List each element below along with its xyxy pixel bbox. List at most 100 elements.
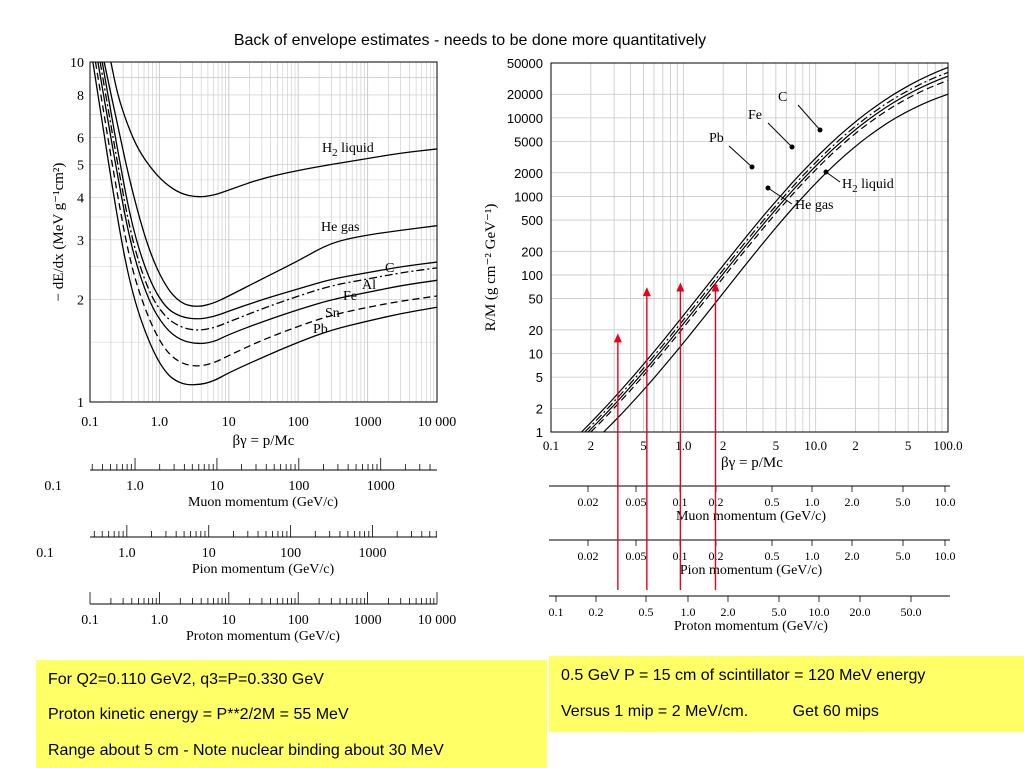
series-pointer-head — [817, 127, 823, 133]
series-line-c — [587, 75, 949, 433]
x-tick-label: 100 — [288, 415, 309, 430]
y-tick-label: 5 — [536, 370, 543, 385]
series-label-fe: Fe — [343, 289, 357, 304]
series-pointer — [767, 122, 793, 148]
momentum-tick-label: 100 — [288, 613, 309, 628]
series-label-pb: Pb — [709, 131, 724, 146]
series-line-he-gas — [590, 79, 949, 433]
momentum-axis-title: Muon momentum (GeV/c) — [676, 509, 826, 524]
momentum-tick-label: 1000 — [359, 546, 387, 561]
y-tick-label: 1 — [77, 396, 84, 411]
y-tick-label: 5 — [77, 158, 84, 173]
momentum-tick-label: 1.0 — [151, 613, 169, 628]
y-tick-label: 50 — [529, 292, 543, 307]
momentum-tick-label: 5.0 — [896, 549, 911, 563]
y-tick-label: 100 — [521, 268, 543, 283]
momentum-tick-label: 5.0 — [772, 605, 787, 619]
y-tick-label: 200 — [521, 244, 543, 259]
series-line-h2-liquid — [110, 61, 438, 198]
momentum-tick-label: 0.5 — [639, 605, 654, 619]
momentum-tick-label: 100 — [288, 479, 309, 494]
momentum-tick-label: 100 — [280, 546, 301, 561]
x-tick-label: 10.0 — [804, 438, 827, 453]
x-tick-label: 1.0 — [675, 438, 691, 453]
momentum-axis-title: Pion momentum (GeV/c) — [192, 562, 335, 577]
momentum-tick-label: 50.0 — [901, 605, 922, 619]
marker-arrow-head — [711, 282, 720, 292]
momentum-tick-label: 0.05 — [626, 549, 647, 563]
momentum-tick-label: 10.0 — [809, 605, 830, 619]
x-tick-label: 1.0 — [151, 415, 169, 430]
series-line-fe — [97, 61, 438, 345]
y-tick-label: 5000 — [514, 135, 543, 150]
momentum-axis-title: Pion momentum (GeV/c) — [680, 563, 823, 578]
series-label-h2-liquid: H2 liquid — [322, 141, 374, 159]
momentum-tick-label: 0.1 — [44, 479, 62, 494]
series-label-sn: Sn — [325, 306, 340, 321]
note-left: For Q2=0.110 GeV2, q3=P=0.330 GeV Proton… — [36, 660, 547, 768]
momentum-tick-label: 20.0 — [850, 605, 871, 619]
momentum-tick-label: 10 — [210, 479, 224, 494]
series-pointer-head — [749, 164, 755, 170]
series-label-c: C — [778, 90, 787, 105]
y-axis-title: R/M (g cm⁻² GeV⁻¹) — [483, 204, 499, 332]
x-tick-label: 100.0 — [933, 438, 962, 453]
series-pointer — [728, 145, 753, 168]
series-label-he-gas: He gas — [795, 198, 834, 213]
marker-arrow-head — [642, 287, 651, 297]
y-tick-label: 500 — [521, 213, 543, 228]
x-axis-title: βγ = p/Mc — [721, 455, 783, 471]
x-tick-label: 1000 — [354, 415, 382, 430]
series-pointer-head — [789, 144, 795, 150]
x-tick-label: 5 — [640, 438, 647, 453]
x-tick-label: 10 000 — [418, 415, 457, 430]
momentum-tick-label: 10 000 — [418, 613, 457, 628]
x-tick-label: 2 — [588, 438, 595, 453]
y-tick-label: 10 — [529, 346, 543, 361]
momentum-tick-label: 2.0 — [721, 605, 736, 619]
series-line-he-gas — [103, 61, 438, 307]
note-left-line-2: Proton kinetic energy = P**2/2M = 55 MeV — [48, 706, 349, 723]
momentum-tick-label: 1.0 — [126, 479, 144, 494]
series-line-fe — [584, 71, 949, 433]
y-tick-label: 2 — [536, 401, 543, 416]
y-tick-label: 50000 — [507, 56, 543, 71]
x-tick-label: 5 — [905, 438, 912, 453]
momentum-tick-label: 5.0 — [896, 495, 911, 509]
momentum-tick-label: 10.0 — [935, 495, 956, 509]
series-label-he-gas: He gas — [321, 220, 360, 235]
momentum-tick-label: 0.5 — [765, 495, 780, 509]
series-label-c: C — [385, 261, 394, 276]
note-left-line-1: For Q2=0.110 GeV2, q3=P=0.330 GeV — [48, 671, 324, 688]
momentum-axis-title: Proton momentum (GeV/c) — [674, 619, 828, 634]
momentum-tick-label: 0.1 — [549, 605, 564, 619]
y-tick-label: 2000 — [514, 166, 543, 181]
y-tick-label: 10 — [70, 56, 84, 71]
y-tick-label: 1 — [536, 425, 543, 440]
y-axis-title: − dE/dx (MeV g⁻¹cm²) — [51, 163, 67, 302]
series-label-pb: Pb — [313, 322, 328, 337]
y-tick-label: 2 — [77, 294, 84, 309]
series-label-h2-liquid: H2 liquid — [842, 177, 894, 195]
momentum-tick-label: 0.05 — [626, 495, 647, 509]
x-axis-title: βγ = p/Mc — [233, 433, 295, 449]
momentum-tick-label: 0.1 — [36, 546, 54, 561]
series-pointer — [825, 171, 841, 183]
momentum-axis-title: Muon momentum (GeV/c) — [188, 495, 338, 510]
series-line-pb — [92, 61, 438, 386]
dedx-chart: 1 2 3 4 5 6 8 10 0.1 1.0 10 100 1000 10 000 βγ = p/Mc −… — [36, 56, 457, 644]
momentum-tick-label: 1.0 — [118, 546, 136, 561]
momentum-tick-label: 0.02 — [578, 549, 599, 563]
x-tick-label: 0.1 — [81, 415, 99, 430]
plot-frame — [89, 61, 438, 403]
series-pointer — [797, 104, 821, 131]
momentum-tick-label: 1000 — [354, 613, 382, 628]
momentum-tick-label: 2.0 — [845, 495, 860, 509]
momentum-tick-label: 1.0 — [681, 605, 696, 619]
marker-arrow-head — [676, 282, 685, 292]
momentum-tick-label: 10.0 — [935, 549, 956, 563]
note-right-line-2: Versus 1 mip = 2 MeV/cm. Get 60 mips — [561, 703, 879, 720]
note-right: 0.5 GeV P = 15 cm of scintillator = 120 … — [549, 656, 1024, 732]
x-tick-label: 0.1 — [543, 438, 559, 453]
y-tick-label: 20 — [529, 323, 543, 338]
